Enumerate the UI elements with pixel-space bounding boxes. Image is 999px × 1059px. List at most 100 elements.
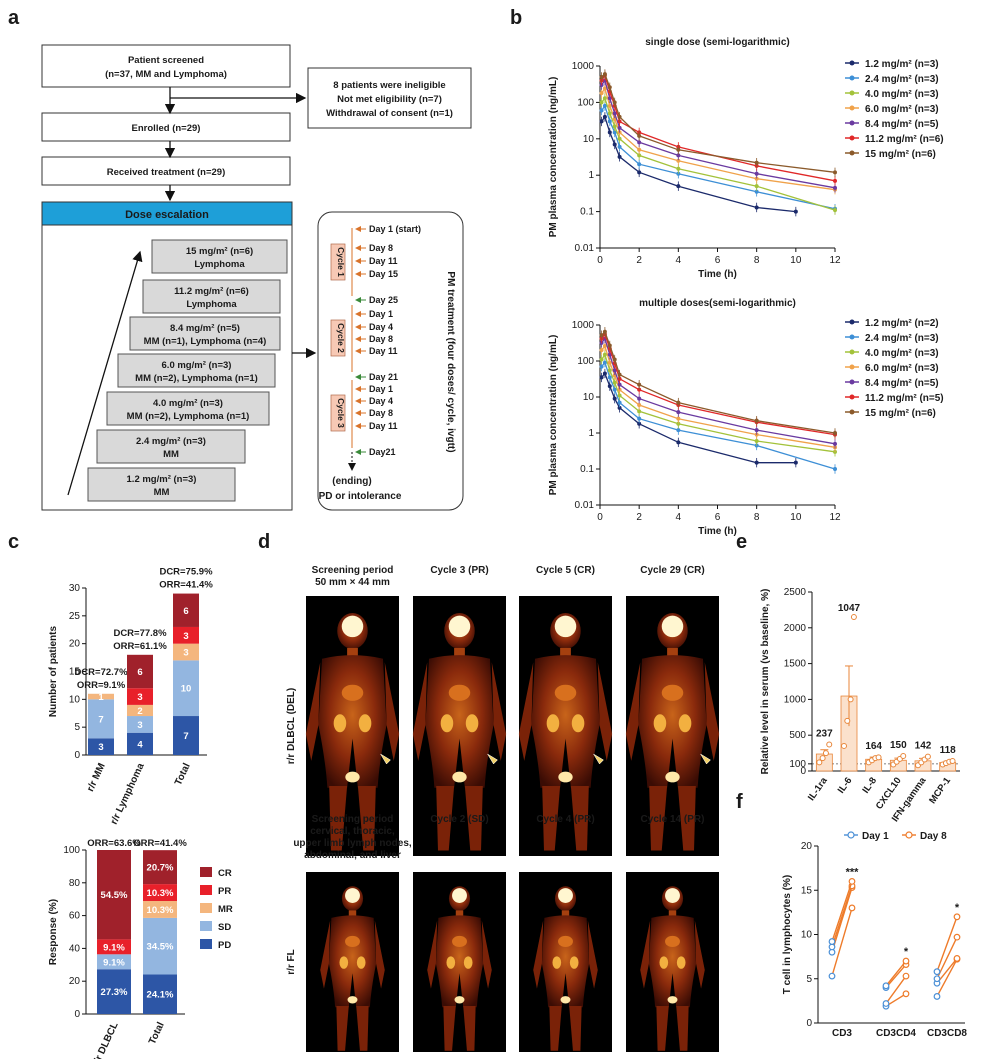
y-tick-label: 1500 <box>784 659 807 670</box>
data-point <box>607 368 612 373</box>
category-label: CD3CD4 <box>876 1028 916 1039</box>
data-point <box>602 114 607 119</box>
data-point <box>637 133 642 138</box>
pd-label: PD or intolerance <box>319 491 402 502</box>
data-point <box>599 364 604 369</box>
x-tick-label: 12 <box>829 255 841 266</box>
escalation-arrow <box>67 250 143 496</box>
data-point <box>602 329 607 334</box>
day1-point <box>882 1000 890 1007</box>
day8-point <box>953 954 961 962</box>
series-line <box>601 104 836 210</box>
dose-step-box <box>142 279 281 314</box>
y-tick-label: 0 <box>800 766 806 777</box>
data-point <box>612 357 617 362</box>
x-tick-label: 12 <box>829 512 841 523</box>
data-point <box>607 360 612 365</box>
schedule-box <box>317 211 464 511</box>
legend-label: 1.2 mg/m² (n=2) <box>865 318 939 329</box>
data-point <box>637 421 642 426</box>
panel-letter-e: e <box>736 531 747 553</box>
day1-point <box>933 975 941 983</box>
pair-line <box>831 885 853 948</box>
legend-marker <box>849 319 855 325</box>
y-tick-label: 100 <box>789 759 806 770</box>
data-point <box>599 348 604 353</box>
day-label: Day 4 <box>369 396 393 406</box>
legend-swatch <box>200 939 212 949</box>
bar-label: 54.5% <box>101 890 128 901</box>
pair-line <box>885 975 907 1004</box>
data-point <box>754 418 759 423</box>
bar-label: 20.7% <box>147 863 174 874</box>
cycle-tag <box>330 319 346 357</box>
y-tick-label: 5 <box>806 974 812 985</box>
y-tick-label: 1 <box>588 428 594 439</box>
data-point <box>617 144 622 149</box>
panel-letter-b: b <box>510 7 522 29</box>
legend-marker <box>849 90 855 96</box>
data-point <box>607 130 612 135</box>
y-tick-label: 30 <box>69 583 81 594</box>
legend-label: PR <box>218 886 231 897</box>
chart-title: multiple doses(semi-logarithmic) <box>639 298 796 309</box>
x-tick-label: 10 <box>790 512 802 523</box>
y-tick-label: 15 <box>801 885 813 896</box>
series-line <box>601 330 836 434</box>
panel-letter-c: c <box>8 531 19 553</box>
legend-marker <box>849 135 855 141</box>
y-tick-label: 15 <box>69 667 81 678</box>
image-title: Cycle 4 (PR) <box>536 814 594 825</box>
y-axis-label: PM plasma concentration (ng/mL) <box>548 77 559 238</box>
dose-escalation-title: Dose escalation <box>125 209 209 221</box>
bar-segment-cr <box>97 850 131 940</box>
data-point <box>599 91 604 96</box>
data-point <box>599 108 604 113</box>
day1-point <box>882 982 890 990</box>
data-point <box>602 103 607 108</box>
series-line <box>601 96 836 211</box>
day8-point <box>953 913 961 921</box>
data-point <box>676 428 681 433</box>
bar-label: 3 <box>137 720 142 731</box>
pair-line <box>831 907 853 977</box>
data-point <box>754 176 759 181</box>
data-point <box>599 100 604 105</box>
image-title: Screening period <box>312 565 394 576</box>
legend-marker <box>849 75 855 81</box>
data-point <box>607 85 612 90</box>
x-tick-label: 0 <box>597 255 603 266</box>
legend-label: 8.4 mg/m² (n=5) <box>865 378 939 389</box>
image-title: Cycle 2 (SD) <box>430 814 488 825</box>
image-title: 50 mm × 44 mm <box>315 577 390 588</box>
legend-marker <box>849 379 855 385</box>
screened-text: Patient screened <box>128 55 204 66</box>
y-tick-label: 0 <box>74 750 80 761</box>
data-point <box>612 124 617 129</box>
data-point <box>602 352 607 357</box>
value-label: 118 <box>940 745 957 756</box>
day-label: Day 11 <box>369 346 398 356</box>
y-tick-label: 40 <box>69 943 81 954</box>
data-point <box>676 400 681 405</box>
data-point <box>844 717 851 724</box>
y-tick-label: 2500 <box>784 587 807 598</box>
bar-label: 27.3% <box>101 987 128 998</box>
data-point <box>676 171 681 176</box>
data-point <box>754 160 759 165</box>
y-tick-label: 1 <box>588 170 594 181</box>
dose-step-population: Lymphoma <box>186 299 237 310</box>
data-point <box>850 614 857 621</box>
data-point <box>819 755 826 762</box>
value-label: 150 <box>890 740 907 751</box>
day8-point <box>953 933 961 941</box>
bar-label: 4 <box>137 739 143 750</box>
bar-segment-cr <box>127 654 153 689</box>
legend-label: 6.0 mg/m² (n=3) <box>865 363 939 374</box>
lesion-arrow <box>593 753 604 765</box>
legend-swatch <box>200 903 212 913</box>
legend-label: PD <box>218 940 231 951</box>
data-point <box>754 438 759 443</box>
bar-segment-cr <box>143 850 177 885</box>
